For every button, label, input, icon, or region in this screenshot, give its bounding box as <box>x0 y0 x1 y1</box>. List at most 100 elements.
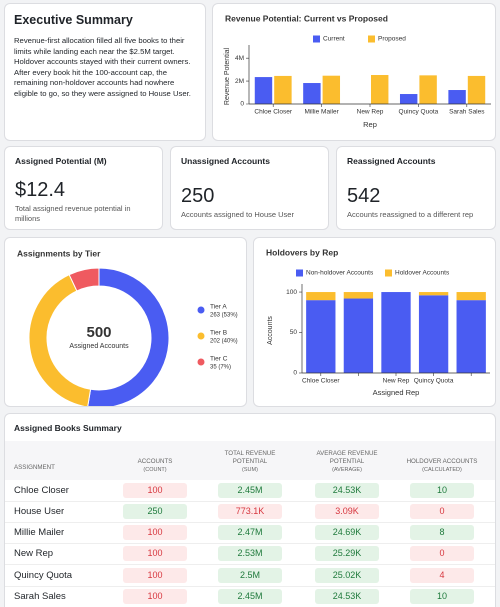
legend-label: Tier A <box>210 304 227 311</box>
kpi-caption: Accounts reassigned to a different rep <box>347 210 474 219</box>
bar-segment <box>456 300 486 373</box>
legend-swatch <box>296 269 303 277</box>
table-cell: 2.53M <box>218 545 282 561</box>
x-tick-label: Millie Mailer <box>304 109 339 116</box>
column-title: HOLDOVER ACCOUNTS <box>406 458 478 465</box>
legend-dot <box>197 358 205 366</box>
kpi-card: Assigned Potential (M) $12.4 Total assig… <box>4 146 163 230</box>
row-label: Sarah Sales <box>14 590 66 602</box>
kpi-value: 250 <box>181 185 215 207</box>
legend-swatch <box>368 35 375 43</box>
bar <box>419 75 437 104</box>
table-cell: 2.5M <box>218 567 282 583</box>
bar-segment <box>418 292 449 296</box>
column-header: ACCOUNTS (COUNT) <box>113 444 197 474</box>
bar-segment <box>343 292 374 299</box>
column-header: HOLDOVER ACCOUNTS (CALCULATED) <box>400 444 484 474</box>
summary-card: Executive Summary Revenue-first allocati… <box>4 3 206 141</box>
table-header-bg <box>5 441 495 480</box>
bar <box>467 75 486 104</box>
legend-value: 263 (53%) <box>210 313 238 319</box>
kpi-card: Unassigned Accounts 250 Accounts assigne… <box>170 146 329 230</box>
row-label: Millie Mailer <box>14 526 65 538</box>
legend-value: 35 (7%) <box>210 365 231 371</box>
table-cell: 24.53K <box>315 482 379 498</box>
y-tick-label: 4M <box>235 55 244 62</box>
legend-label: Tier B <box>210 330 227 337</box>
legend-label: Proposed <box>378 36 406 43</box>
row-label: House User <box>14 505 65 517</box>
table-cell: 0 <box>410 503 474 519</box>
column-header: AVERAGE REVENUE POTENTIAL (AVERAGE) <box>305 444 389 474</box>
kpi-card: Reassigned Accounts 542 Accounts reassig… <box>336 146 496 230</box>
summary-title: Executive Summary <box>14 13 133 27</box>
row-label: Chloe Closer <box>14 484 69 496</box>
bar <box>371 75 389 104</box>
legend-swatch <box>313 35 320 43</box>
summary-text: Revenue-first allocation filled all five… <box>14 36 191 98</box>
row-divider <box>5 542 495 544</box>
legend-dot <box>197 306 205 314</box>
bar <box>254 77 273 104</box>
revenue-chart: Revenue Potential: Current vs Proposed Cu… <box>224 13 491 129</box>
table-cell: 25.02K <box>315 567 379 583</box>
chart-title: Assignments by Tier <box>17 248 101 258</box>
legend-label: Current <box>323 36 345 43</box>
bar <box>303 83 321 104</box>
x-tick-label: Sarah Sales <box>449 109 485 116</box>
bar <box>399 94 418 104</box>
x-tick-label: Quincy Quota <box>399 109 439 116</box>
table-cell: 10 <box>410 588 474 604</box>
x-axis-label: Rep <box>363 120 377 129</box>
column-subtitle: (SUM) <box>242 467 258 473</box>
legend-swatch <box>385 269 392 277</box>
table-cell: 773.1K <box>218 503 282 519</box>
bar <box>322 75 341 104</box>
tier-card: Assignments by Tier Tier A 263 (53%) Tier B… <box>4 237 247 407</box>
table-cell: 25.29K <box>315 545 379 561</box>
row-divider <box>5 500 495 502</box>
revenue-card: Revenue Potential: Current vs Proposed Cu… <box>212 3 496 141</box>
column-header: ASSIGNMENT <box>14 464 55 471</box>
kpi-title: Unassigned Accounts <box>181 156 270 166</box>
kpi-caption: Accounts assigned to House User <box>181 210 294 219</box>
kpi-value: 542 <box>347 185 381 207</box>
column-title: AVERAGE REVENUE POTENTIAL <box>316 450 378 465</box>
row-divider <box>5 521 495 523</box>
column-title: ACCOUNTS <box>137 458 173 465</box>
table-cell: 2.45M <box>218 482 282 498</box>
x-tick-label: Chloe Closer <box>302 378 340 385</box>
kpi-caption: Total assigned revenue potential in mill… <box>15 204 131 223</box>
bar-segment <box>381 292 411 373</box>
table-cell: 8 <box>410 524 474 540</box>
bar-segment <box>306 300 336 373</box>
x-tick-label: New Rep <box>383 378 410 385</box>
column-subtitle: (CALCULATED) <box>422 467 462 473</box>
y-tick-label: 2M <box>235 78 244 85</box>
y-axis-label: Accounts <box>267 316 274 345</box>
holdover-chart: Holdovers by Rep Non-holdover Accounts Hol… <box>266 247 490 397</box>
y-tick-label: 100 <box>286 289 297 296</box>
legend-label: Non-holdover Accounts <box>306 270 374 277</box>
table-cell: 24.53K <box>315 588 379 604</box>
table-cell: 100 <box>123 524 187 540</box>
x-tick-label: New Rep <box>357 109 384 116</box>
row-label: New Rep <box>14 547 54 559</box>
donut-slice <box>68 267 100 292</box>
y-axis-label: Revenue Potential <box>224 47 231 105</box>
chart-title: Holdovers by Rep <box>266 247 338 257</box>
table-cell: 2.47M <box>218 524 282 540</box>
table-cell: 100 <box>123 588 187 604</box>
kpi-title: Reassigned Accounts <box>347 156 436 166</box>
table-cell: 24.69K <box>315 524 379 540</box>
legend-label: Holdover Accounts <box>395 270 450 277</box>
donut-slice <box>87 267 170 406</box>
table-card: Assigned Books Summary ASSIGNMENT ACCOUNT… <box>4 413 496 607</box>
row-label: Quincy Quota <box>14 569 73 581</box>
holdover-card: Holdovers by Rep Non-holdover Accounts Hol… <box>253 237 496 407</box>
row-divider <box>5 564 495 565</box>
table-cell: 100 <box>123 482 187 498</box>
bar <box>274 75 292 104</box>
kpi-title: Assigned Potential (M) <box>15 156 107 166</box>
